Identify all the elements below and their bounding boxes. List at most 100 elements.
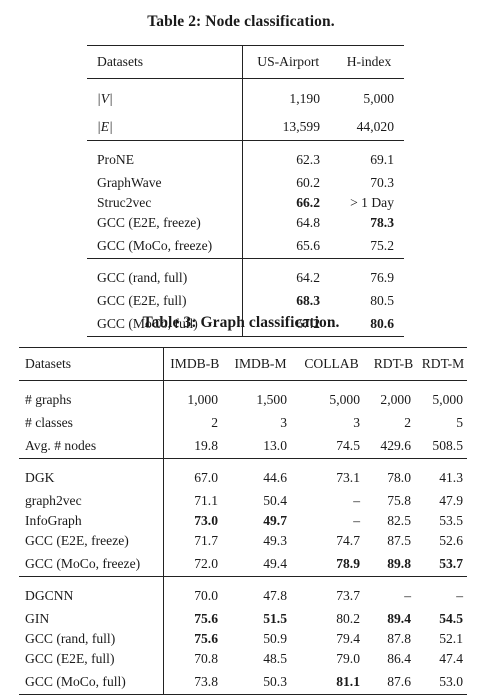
table2-column-header: H-index bbox=[334, 45, 404, 79]
table3-cell: 50.9 bbox=[263, 631, 287, 646]
table3-cell: 1,500 bbox=[256, 392, 287, 407]
table3-method-row: GIN 75.6 51.5 80.2 89.4 54.5 bbox=[19, 609, 467, 629]
table3-cell: 13.0 bbox=[226, 433, 295, 459]
table3-row-label: Avg. # nodes bbox=[19, 433, 164, 459]
table2-cell: 5,000 bbox=[363, 91, 394, 106]
table2-cell: 78.3 bbox=[370, 215, 394, 230]
table3-cell: 74.5 bbox=[295, 433, 368, 459]
table3-cell: 75.6 bbox=[194, 611, 218, 626]
table3-cell: 79.4 bbox=[336, 631, 360, 646]
table2-header-row: Datasets US-Airport H-index bbox=[87, 45, 404, 79]
table3-cell: 19.8 bbox=[163, 433, 226, 459]
table2-cell: 64.8 bbox=[296, 215, 320, 230]
table3-cell: 73.7 bbox=[336, 588, 360, 603]
table3-method-row: GCC (rand, full) 75.6 50.9 79.4 87.8 52.1 bbox=[19, 629, 467, 649]
table2-column-header: US-Airport bbox=[242, 45, 334, 79]
table3-cell: 80.2 bbox=[336, 611, 360, 626]
table2-column-header: Datasets bbox=[87, 45, 243, 79]
table3-cell: 49.7 bbox=[263, 513, 287, 528]
table3-column-header: RDT-M bbox=[419, 347, 467, 381]
table3-cell: 71.1 bbox=[194, 493, 218, 508]
table3-row-label: GCC (rand, full) bbox=[19, 629, 164, 649]
table3-cell: 2 bbox=[211, 415, 218, 430]
table3-stat-row: # classes 2 3 3 2 5 bbox=[19, 413, 467, 433]
table2-cell: 75.2 bbox=[334, 233, 404, 259]
table3-cell: 2 bbox=[404, 415, 411, 430]
table2-cell: 44,020 bbox=[334, 113, 404, 141]
table3-method-row: GCC (E2E, freeze) 71.7 49.3 74.7 87.5 52.6 bbox=[19, 531, 467, 551]
table3-cell: 54.5 bbox=[439, 611, 463, 626]
table2-cell: > 1 Day bbox=[350, 195, 394, 210]
table2-method-row: GCC (E2E, full) 68.3 80.5 bbox=[87, 291, 404, 311]
table3-cell: 73.0 bbox=[194, 513, 218, 528]
table3-cell: 5 bbox=[456, 415, 463, 430]
table3-cell: 87.8 bbox=[387, 631, 411, 646]
table2-cell: 65.6 bbox=[242, 233, 334, 259]
table3-cell: 75.8 bbox=[387, 493, 411, 508]
table2-cell: 68.3 bbox=[296, 293, 320, 308]
table3-row-label: GCC (E2E, full) bbox=[19, 649, 164, 669]
table3-cell: 44.6 bbox=[263, 470, 287, 485]
table3-method-row: GCC (E2E, full) 70.8 48.5 79.0 86.4 47.4 bbox=[19, 649, 467, 669]
table3-method-row: graph2vec 71.1 50.4 – 75.8 47.9 bbox=[19, 491, 467, 511]
table2-row-label: ProNE bbox=[87, 140, 243, 173]
table2-method-row: GCC (rand, full) 64.2 76.9 bbox=[87, 258, 404, 291]
table3-stat-row: Avg. # nodes 19.8 13.0 74.5 429.6 508.5 bbox=[19, 433, 467, 459]
table3-cell: 508.5 bbox=[419, 433, 467, 459]
table2-row-label: GCC (MoCo, freeze) bbox=[87, 233, 243, 259]
table3-cell: 50.4 bbox=[263, 493, 287, 508]
table3-cell: 73.8 bbox=[163, 669, 226, 695]
table3-method-row: GCC (MoCo, freeze) 72.0 49.4 78.9 89.8 53.7 bbox=[19, 551, 467, 577]
table3-cell: 71.7 bbox=[194, 533, 218, 548]
table3-cell: 70.8 bbox=[194, 651, 218, 666]
table2-row-label: Struc2vec bbox=[87, 193, 243, 213]
table2-method-row: Struc2vec 66.2 > 1 Day bbox=[87, 193, 404, 213]
table3-row-label: DGCNN bbox=[19, 576, 164, 609]
table3-cell: 41.3 bbox=[439, 470, 463, 485]
table3-cell: 70.0 bbox=[194, 588, 218, 603]
table3-cell: – bbox=[456, 588, 463, 603]
table3-header-row: Datasets IMDB-B IMDB-M COLLAB RDT-B RDT-M bbox=[19, 347, 467, 381]
table3-cell: 48.5 bbox=[263, 651, 287, 666]
table3-cell: 75.6 bbox=[194, 631, 218, 646]
table3-cell: 73.1 bbox=[336, 470, 360, 485]
table3-column-header: IMDB-B bbox=[163, 347, 226, 381]
table3-cell: 82.5 bbox=[387, 513, 411, 528]
table3-stat-row: # graphs 1,000 1,500 5,000 2,000 5,000 bbox=[19, 380, 467, 413]
table3-cell: 89.4 bbox=[387, 611, 411, 626]
table3-cell: – bbox=[404, 588, 411, 603]
table3-cell: 1,000 bbox=[187, 392, 218, 407]
table3-cell: 53.7 bbox=[419, 551, 467, 577]
table3-column-header: RDT-B bbox=[368, 347, 419, 381]
table3-row-label: InfoGraph bbox=[19, 511, 164, 531]
table3-cell: 67.0 bbox=[194, 470, 218, 485]
table2-method-row: GraphWave 60.2 70.3 bbox=[87, 173, 404, 193]
table3-cell: 53.5 bbox=[439, 513, 463, 528]
table2-method-row: GCC (MoCo, full) 67.2 80.6 bbox=[87, 311, 404, 337]
table3-method-row: GCC (MoCo, full) 73.8 50.3 81.1 87.6 53.0 bbox=[19, 669, 467, 695]
table2-caption: Table 2: Node classification. bbox=[147, 13, 335, 30]
table2-row-label: |V| bbox=[87, 78, 243, 113]
table3-cell: 52.1 bbox=[439, 631, 463, 646]
table2-cell: 60.2 bbox=[296, 175, 320, 190]
table3-cell: 51.5 bbox=[263, 611, 287, 626]
table2-cell: 13,599 bbox=[242, 113, 334, 141]
table3-row-label: GCC (E2E, freeze) bbox=[19, 531, 164, 551]
table3-cell: 52.6 bbox=[439, 533, 463, 548]
table3-row-label: GCC (MoCo, full) bbox=[19, 669, 164, 695]
table3-cell: 5,000 bbox=[329, 392, 360, 407]
table3-row-label: # classes bbox=[19, 413, 164, 433]
table3-row-label: # graphs bbox=[19, 380, 164, 413]
table3-cell: 49.4 bbox=[226, 551, 295, 577]
table2-stat-row: |V| 1,190 5,000 bbox=[87, 78, 404, 113]
table3-cell: 72.0 bbox=[163, 551, 226, 577]
table3-cell: 429.6 bbox=[368, 433, 419, 459]
table3-column-header: Datasets bbox=[19, 347, 164, 381]
table3-row-label: DGK bbox=[19, 458, 164, 491]
table3-cell: 53.0 bbox=[419, 669, 467, 695]
table3-cell: 2,000 bbox=[380, 392, 411, 407]
table3-caption: Table 3: Graph classification. bbox=[142, 314, 340, 331]
table2-cell: 66.2 bbox=[296, 195, 320, 210]
table3-row-label: GIN bbox=[19, 609, 164, 629]
table3-cell: 50.3 bbox=[226, 669, 295, 695]
